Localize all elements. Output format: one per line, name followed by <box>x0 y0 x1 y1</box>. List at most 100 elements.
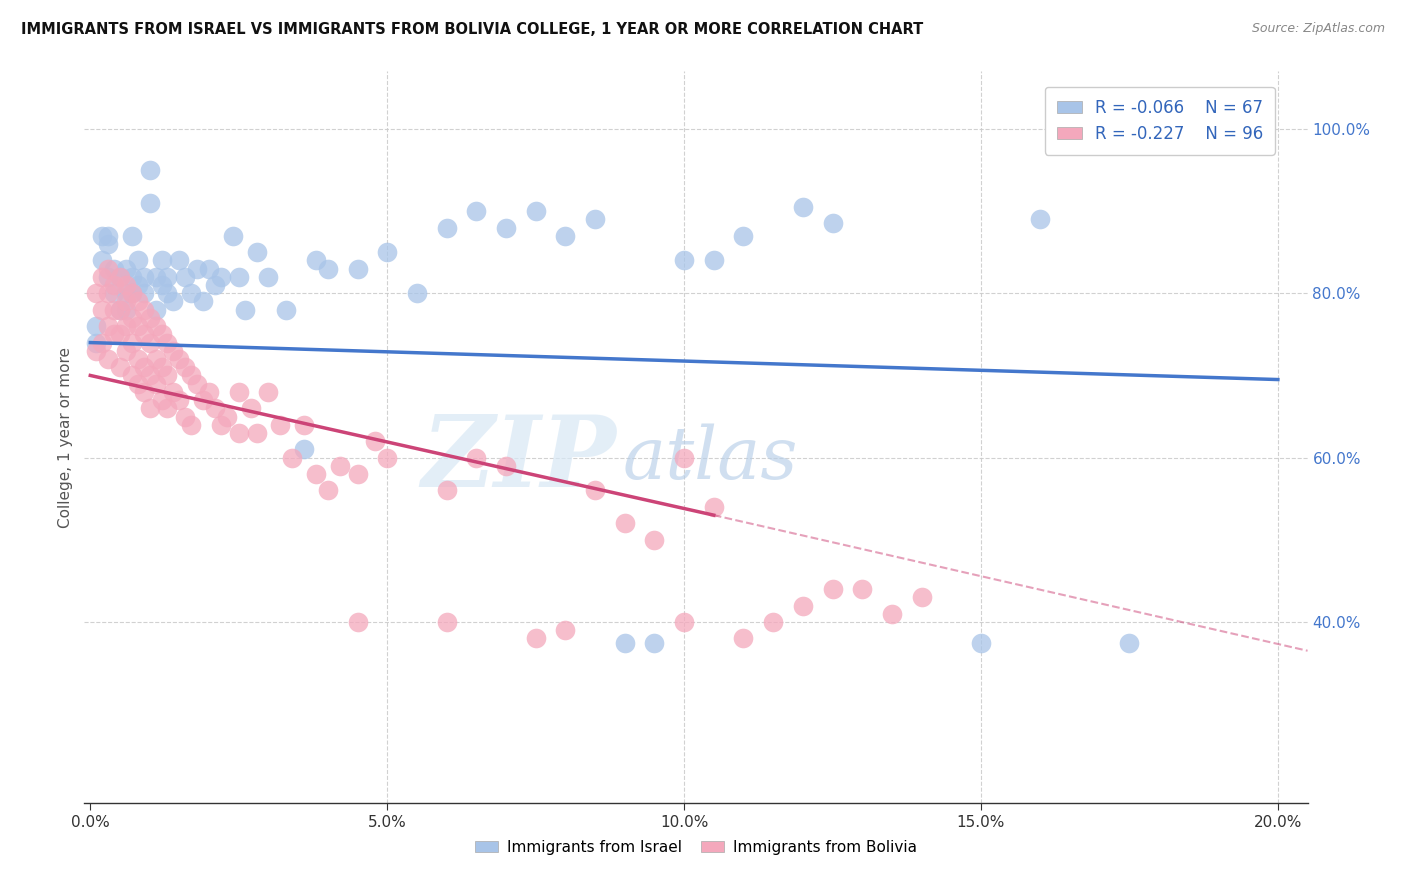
Point <box>186 261 208 276</box>
Point <box>228 384 250 399</box>
Point <box>643 635 665 649</box>
Point <box>169 253 191 268</box>
Point <box>156 286 179 301</box>
Point <box>121 286 143 301</box>
Point <box>257 384 280 399</box>
Point <box>103 261 125 276</box>
Point <box>436 483 458 498</box>
Point <box>150 278 173 293</box>
Point <box>851 582 873 596</box>
Point <box>305 467 328 481</box>
Point <box>495 220 517 235</box>
Point <box>121 310 143 325</box>
Point <box>162 384 184 399</box>
Point <box>150 253 173 268</box>
Point <box>145 376 167 391</box>
Point <box>792 599 814 613</box>
Point <box>103 286 125 301</box>
Text: atlas: atlas <box>623 424 799 494</box>
Point <box>162 294 184 309</box>
Point <box>174 269 197 284</box>
Point <box>209 269 232 284</box>
Point <box>703 253 725 268</box>
Point <box>821 216 844 230</box>
Point <box>613 516 636 531</box>
Point <box>495 458 517 473</box>
Point <box>406 286 429 301</box>
Point <box>191 294 214 309</box>
Point <box>138 195 160 210</box>
Point <box>145 319 167 334</box>
Text: IMMIGRANTS FROM ISRAEL VS IMMIGRANTS FROM BOLIVIA COLLEGE, 1 YEAR OR MORE CORREL: IMMIGRANTS FROM ISRAEL VS IMMIGRANTS FRO… <box>21 22 924 37</box>
Point <box>121 335 143 350</box>
Point <box>762 615 785 629</box>
Point <box>316 261 339 276</box>
Point <box>613 635 636 649</box>
Point <box>156 335 179 350</box>
Point <box>222 228 245 243</box>
Point <box>375 450 398 465</box>
Point <box>583 483 606 498</box>
Point <box>156 269 179 284</box>
Point <box>239 401 262 416</box>
Point <box>436 615 458 629</box>
Point <box>821 582 844 596</box>
Point <box>127 319 149 334</box>
Point <box>103 327 125 342</box>
Point <box>180 417 202 432</box>
Point <box>346 615 368 629</box>
Point <box>150 360 173 375</box>
Point <box>257 269 280 284</box>
Point <box>91 335 114 350</box>
Point <box>169 393 191 408</box>
Point <box>733 228 755 243</box>
Point <box>364 434 387 449</box>
Point <box>121 269 143 284</box>
Text: ZIP: ZIP <box>422 411 616 508</box>
Point <box>97 261 120 276</box>
Point <box>121 368 143 383</box>
Point <box>97 319 120 334</box>
Point <box>97 286 120 301</box>
Point <box>84 286 107 301</box>
Point <box>643 533 665 547</box>
Point <box>150 393 173 408</box>
Point <box>276 302 298 317</box>
Point <box>91 269 114 284</box>
Point <box>305 253 328 268</box>
Point <box>108 360 131 375</box>
Point <box>215 409 238 424</box>
Point <box>84 335 107 350</box>
Point <box>97 236 120 251</box>
Text: Source: ZipAtlas.com: Source: ZipAtlas.com <box>1251 22 1385 36</box>
Point <box>673 450 696 465</box>
Point <box>108 327 131 342</box>
Point <box>174 360 197 375</box>
Point <box>673 253 696 268</box>
Point <box>138 310 160 325</box>
Point <box>245 425 267 440</box>
Point <box>233 302 256 317</box>
Point <box>524 632 547 646</box>
Point <box>733 632 755 646</box>
Point <box>156 401 179 416</box>
Point <box>583 212 606 227</box>
Point <box>138 368 160 383</box>
Point <box>127 294 149 309</box>
Point <box>554 228 576 243</box>
Point <box>115 286 138 301</box>
Point <box>138 163 160 178</box>
Point <box>162 343 184 358</box>
Point <box>121 228 143 243</box>
Y-axis label: College, 1 year or more: College, 1 year or more <box>58 347 73 527</box>
Point <box>108 302 131 317</box>
Point <box>465 204 488 219</box>
Point <box>375 245 398 260</box>
Point <box>84 319 107 334</box>
Point <box>127 278 149 293</box>
Point <box>127 253 149 268</box>
Point <box>524 204 547 219</box>
Point <box>156 368 179 383</box>
Point <box>792 200 814 214</box>
Point <box>115 261 138 276</box>
